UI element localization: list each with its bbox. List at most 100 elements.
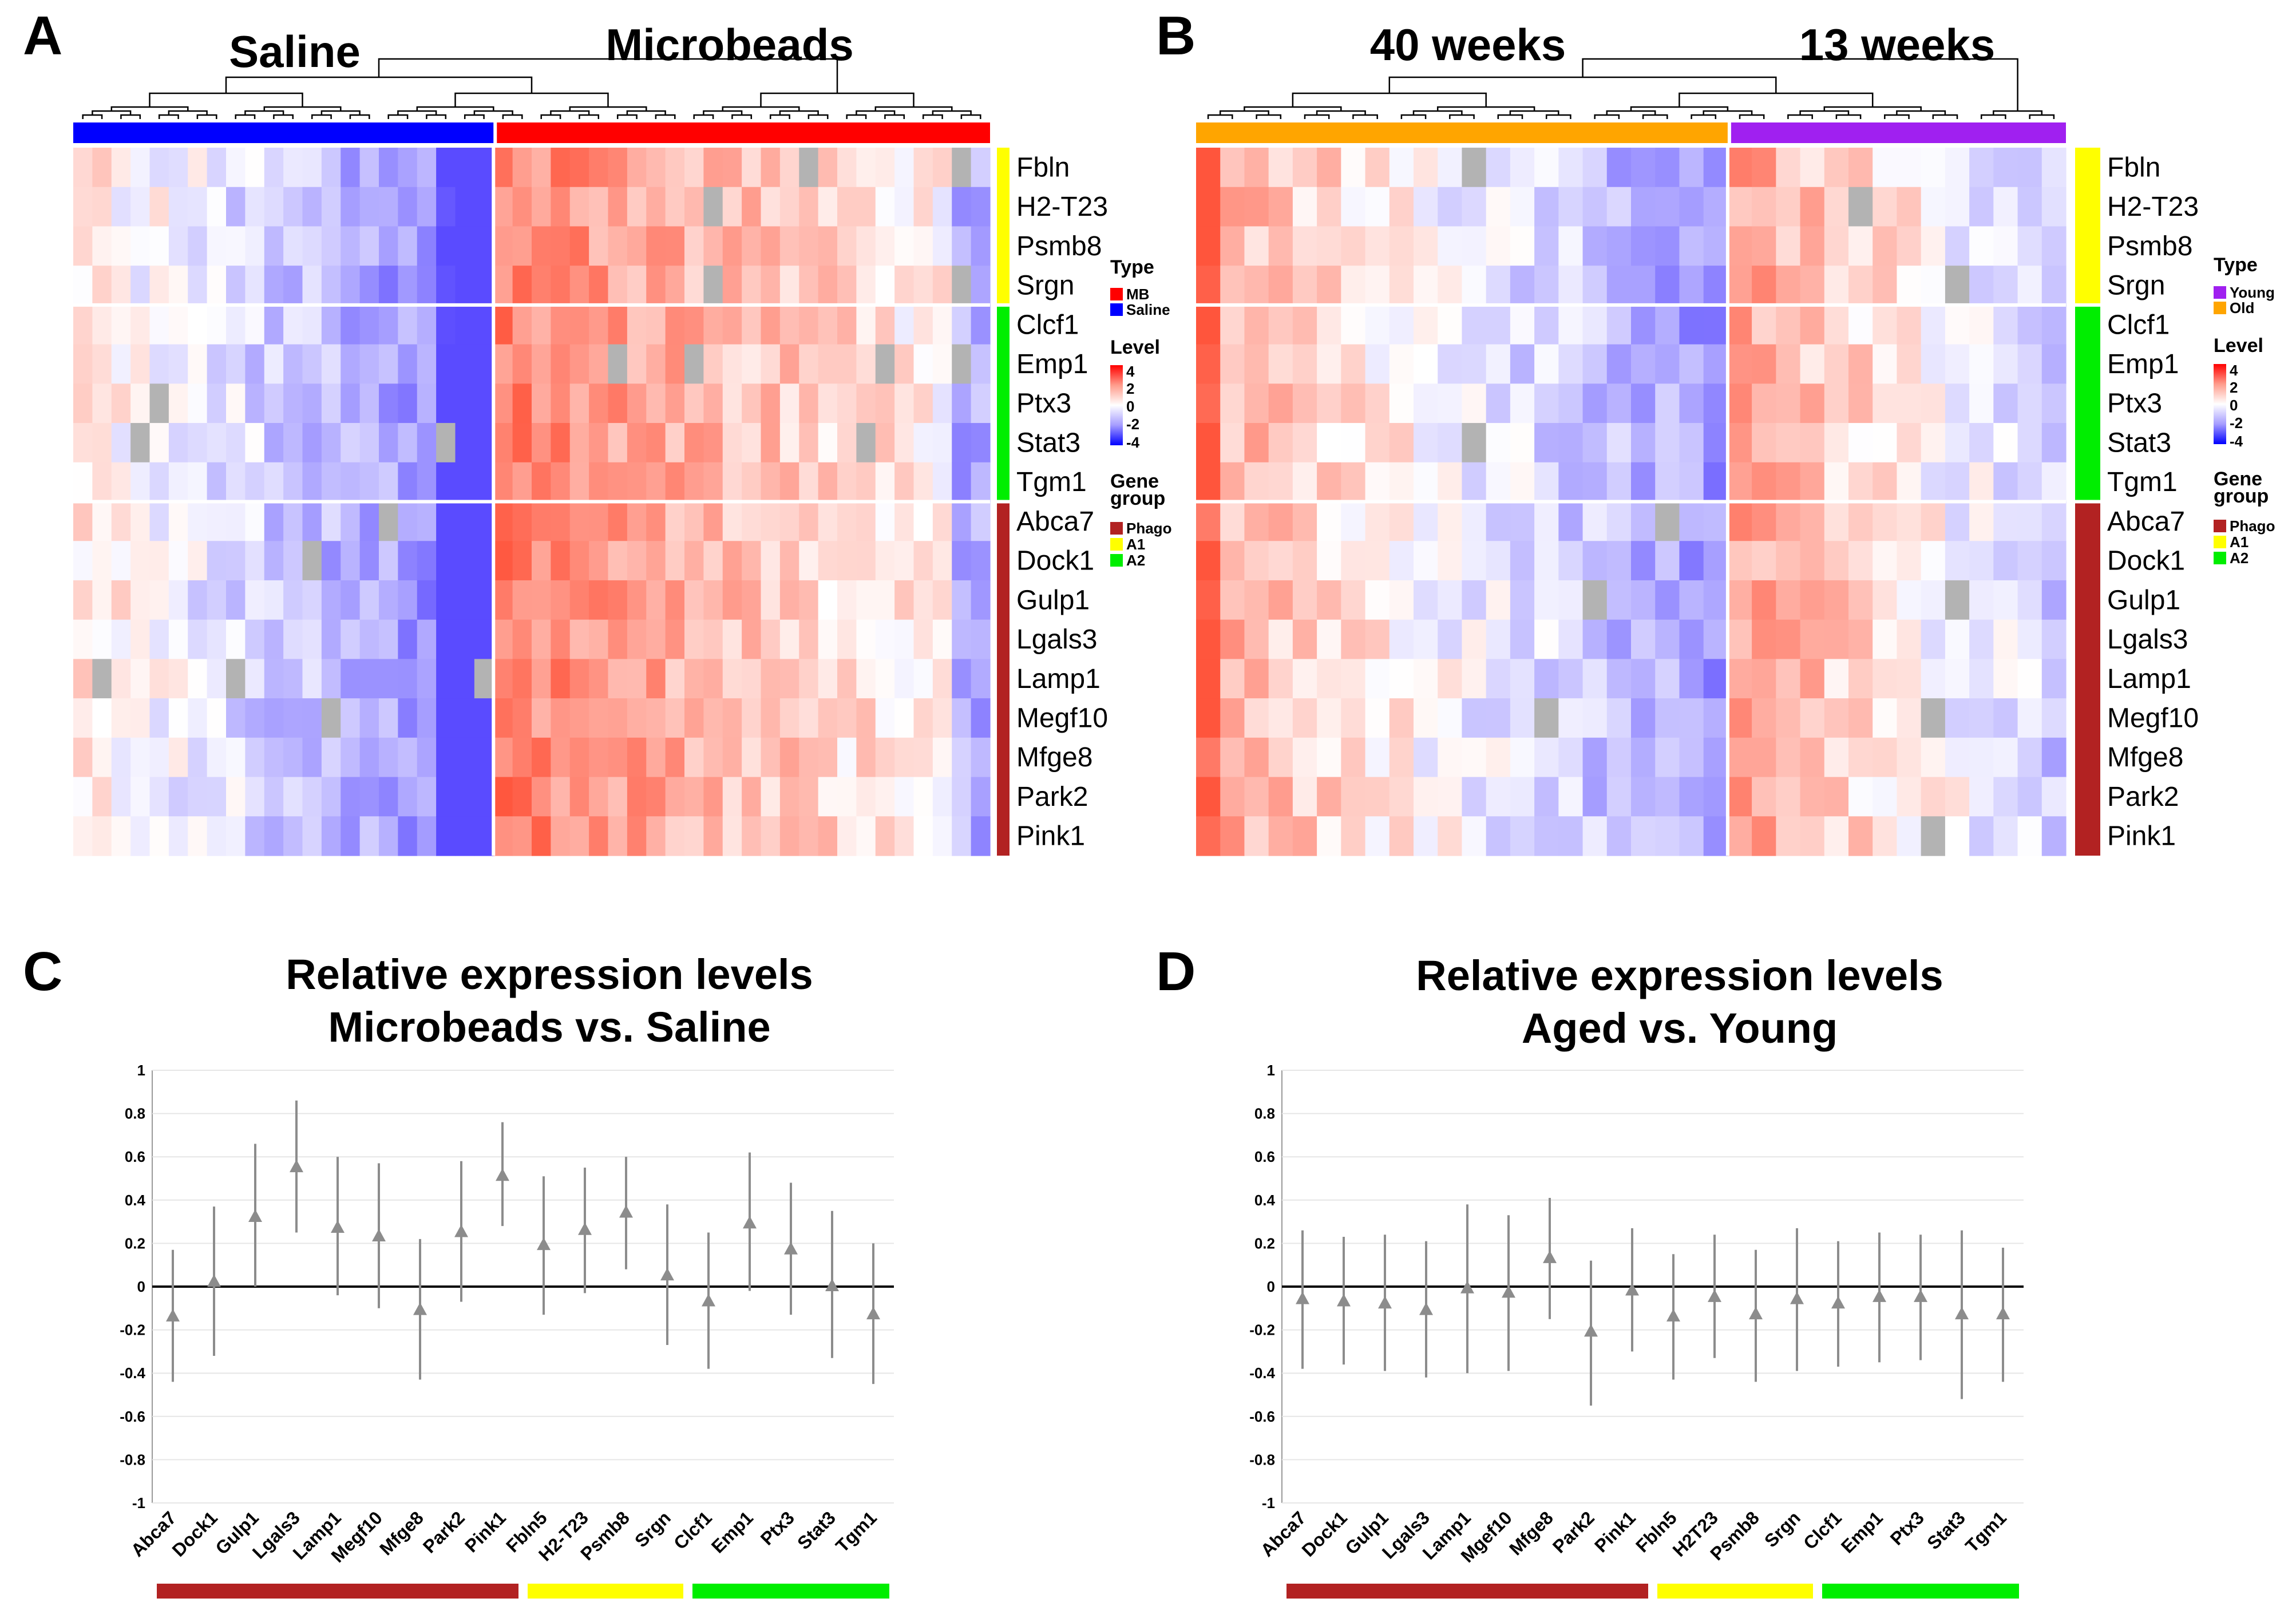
gene-group-bar-segment <box>1286 1584 1648 1599</box>
heatmap-cell <box>818 148 838 188</box>
heatmap-cell <box>379 659 398 699</box>
heatmap-cell <box>627 698 647 738</box>
heatmap-cell <box>283 501 303 541</box>
heatmap-cell <box>1582 462 1608 503</box>
heatmap-cell <box>684 580 704 620</box>
heatmap-cell <box>302 777 322 817</box>
y-tick-label: 0 <box>137 1278 145 1295</box>
heatmap-cell <box>474 304 494 345</box>
heatmap-cell <box>779 777 799 817</box>
heatmap-cell <box>1389 698 1414 738</box>
heatmap-cell <box>398 304 418 345</box>
mean-marker <box>1873 1289 1886 1302</box>
heatmap-cell <box>1414 462 1438 503</box>
heatmap-cell <box>264 266 284 306</box>
heatmap-cell <box>1365 344 1390 384</box>
heatmap-cell <box>474 266 494 306</box>
heatmap-cell <box>1317 462 1341 503</box>
heatmap-cell <box>742 304 762 345</box>
heatmap-cell <box>111 580 131 620</box>
heatmap-cell <box>1220 501 1245 541</box>
heatmap-cell <box>188 501 208 541</box>
heatmap-cell <box>1993 344 2018 384</box>
heatmap-cell <box>589 659 609 699</box>
heatmap-cell <box>894 698 915 738</box>
heatmap-cell <box>1897 659 1922 699</box>
heatmap-cell <box>761 698 781 738</box>
heatmap-cell <box>2017 423 2042 463</box>
heatmap-cell <box>1631 659 1656 699</box>
heatmap-cell <box>1873 816 1898 856</box>
heatmap-cell <box>569 187 589 227</box>
heatmap-cell <box>379 737 398 778</box>
heatmap-cell <box>532 501 551 541</box>
heatmap-cell <box>1993 580 2018 620</box>
heatmap-cell <box>1631 423 1656 463</box>
chart-d-y-ticks: 10.80.60.40.20-0.2-0.4-0.6-0.8-1 <box>1249 1062 1275 1512</box>
heatmap-cell <box>1268 737 1293 778</box>
heatmap-cell <box>856 383 876 424</box>
heatmap-cell <box>1873 344 1898 384</box>
heatmap-cell <box>474 698 494 738</box>
heatmap-cell <box>1558 777 1584 817</box>
heatmap-cell <box>168 266 188 306</box>
gene-group-bar-segment <box>1657 1584 1813 1599</box>
heatmap-cell <box>1703 187 1728 227</box>
heatmap-cell <box>1486 777 1511 817</box>
heatmap-cell <box>245 304 265 345</box>
heatmap-cell <box>207 501 227 541</box>
heatmap-cell <box>512 580 532 620</box>
heatmap-cell <box>1341 501 1366 541</box>
heatmap-cell <box>73 580 93 620</box>
heatmap-cell <box>245 462 265 503</box>
heatmap-cell <box>417 777 437 817</box>
heatmap-cell <box>894 619 915 659</box>
heatmap-cell <box>627 777 647 817</box>
heatmap-cell <box>2017 619 2042 659</box>
heatmap-cell <box>1873 698 1898 738</box>
dendrogram-branch <box>235 114 256 119</box>
heatmap-cell <box>379 462 398 503</box>
heatmap-cell <box>1606 501 1632 541</box>
heatmap-row-separator <box>1196 500 2066 504</box>
heatmap-cell <box>1244 344 1269 384</box>
y-tick-label: -1 <box>1262 1494 1275 1512</box>
heatmap-cell <box>646 698 666 738</box>
heatmap-cell <box>627 304 647 345</box>
heatmap-cell <box>1317 266 1341 306</box>
heatmap-cell <box>207 266 227 306</box>
heatmap-cell <box>665 383 685 424</box>
heatmap-cell <box>1824 462 1849 503</box>
heatmap-cell <box>1196 501 1221 541</box>
heatmap-cell <box>1631 462 1656 503</box>
heatmap-cell <box>379 541 398 581</box>
heatmap-cell <box>932 619 952 659</box>
heatmap-cell <box>493 501 513 541</box>
heatmap-cell <box>589 619 609 659</box>
legend-type-swatch-saline <box>1110 303 1123 316</box>
heatmap-cell <box>1606 304 1632 345</box>
heatmap-cell <box>1703 619 1728 659</box>
heatmap-b-gene-label: H2-T23 <box>2107 192 2199 222</box>
heatmap-cell <box>1727 501 1752 541</box>
heatmap-cell <box>1268 698 1293 738</box>
heatmap-cell <box>1341 304 1366 345</box>
heatmap-cell <box>608 226 628 266</box>
legend-level-title: Level <box>1110 337 1160 358</box>
heatmap-cell <box>1414 698 1438 738</box>
legend-level-tick: -4 <box>2230 433 2243 450</box>
heatmap-cell <box>1752 501 1776 541</box>
heatmap-cell <box>493 266 513 306</box>
heatmap-cell <box>1921 226 1946 266</box>
heatmap-cell <box>799 344 819 384</box>
heatmap-cell <box>779 148 799 188</box>
heatmap-cell <box>1679 266 1704 306</box>
heatmap-cell <box>627 226 647 266</box>
heatmap-cell <box>1655 423 1680 463</box>
heatmap-cell <box>1655 816 1680 856</box>
heatmap-cell <box>894 541 915 581</box>
heatmap-cell <box>92 737 112 778</box>
heatmap-cell <box>1727 659 1752 699</box>
heatmap-cell <box>398 501 418 541</box>
heatmap-cell <box>779 462 799 503</box>
